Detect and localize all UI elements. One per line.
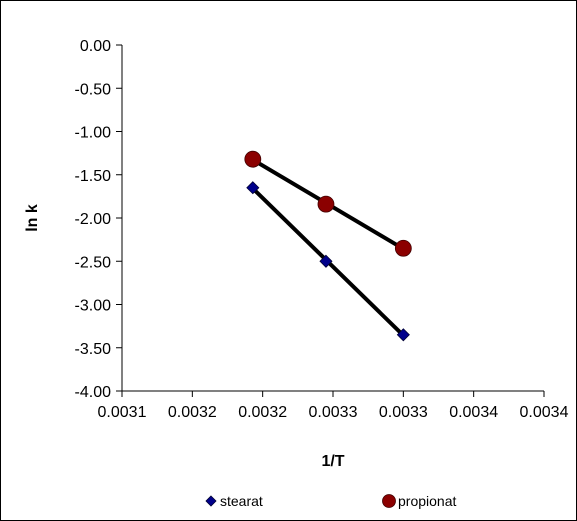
x-tick-label: 0.0031: [98, 404, 147, 421]
y-tick-label: -2.50: [75, 254, 112, 271]
point-stearat: [319, 254, 333, 268]
y-tick-label: -1.50: [75, 168, 112, 185]
x-tick-label: 0.0032: [238, 404, 287, 421]
legend-label-stearat: stearat: [220, 493, 263, 509]
x-tick-label: 0.0034: [449, 404, 498, 421]
point-stearat: [396, 328, 410, 342]
x-tick-label: 0.0032: [168, 404, 217, 421]
legend-marker-stearat: [205, 495, 217, 507]
y-tick-label: -2.00: [75, 211, 112, 228]
legend-marker-propionat: [382, 494, 396, 508]
point-propionat: [394, 239, 412, 257]
y-tick-label: -4.00: [75, 384, 112, 401]
point-propionat: [317, 195, 335, 213]
x-tick-label: 0.0033: [309, 404, 358, 421]
y-tick-label: -0.50: [75, 81, 112, 98]
y-tick-label: -3.50: [75, 341, 112, 358]
point-propionat: [244, 150, 262, 168]
point-stearat: [246, 181, 260, 195]
x-tick-label: 0.0034: [520, 404, 569, 421]
x-axis-title: 1/T: [321, 453, 344, 470]
y-axis-title: ln k: [24, 204, 41, 232]
y-tick-label: -1.00: [75, 125, 112, 142]
y-tick-label: 0.00: [80, 38, 111, 55]
x-tick-label: 0.0033: [379, 404, 428, 421]
y-tick-label: -3.00: [75, 298, 112, 315]
legend-label-propionat: propionat: [398, 493, 456, 509]
